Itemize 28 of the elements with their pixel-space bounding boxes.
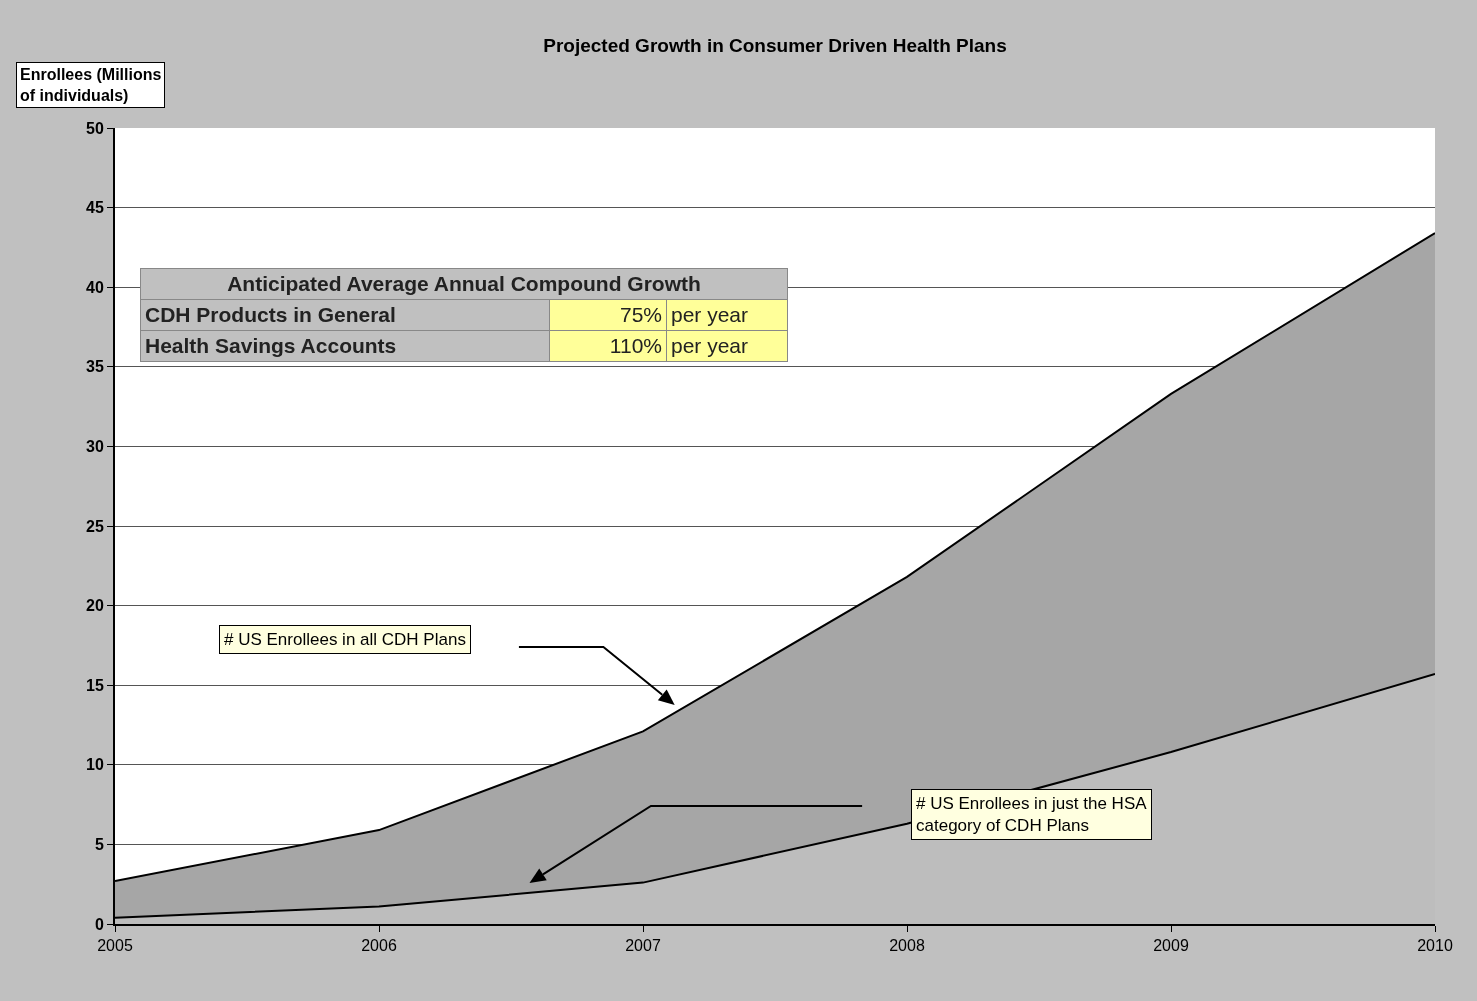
chart-title: Projected Growth in Consumer Driven Health Plans xyxy=(543,34,1007,56)
annotation: Anticipated Average Annual Compound Growth xyxy=(140,268,788,300)
y-tick-label: 50 xyxy=(86,119,104,137)
y-axis-title: Enrollees (Millions of individuals) xyxy=(20,66,162,104)
y-tick-label: 15 xyxy=(86,676,104,694)
y-tick-label: 20 xyxy=(86,597,104,615)
annotation: # US Enrollees in all CDH Plans xyxy=(224,630,466,649)
y-tick-label: 10 xyxy=(86,756,104,774)
annotation: Health Savings Accounts xyxy=(140,330,550,362)
annotation: per year xyxy=(666,330,788,362)
y-tick-label: 45 xyxy=(86,199,104,217)
y-tick-label: 25 xyxy=(86,517,104,535)
x-tick-label: 2006 xyxy=(361,937,397,955)
y-tick-label: 0 xyxy=(94,915,104,933)
x-tick-label: 2005 xyxy=(97,937,133,955)
annotation: # US Enrollees in just the HSA category of CDH Plans xyxy=(916,794,1148,836)
annotation: 110% xyxy=(549,330,667,362)
y-tick-label: 35 xyxy=(86,358,104,376)
annotation: per year xyxy=(666,299,788,331)
x-tick-label: 2010 xyxy=(1417,937,1453,955)
x-tick-label: 2007 xyxy=(625,937,661,955)
x-tick-label: 2009 xyxy=(1153,937,1189,955)
x-tick-label: 2008 xyxy=(889,937,925,955)
y-tick-label: 40 xyxy=(86,278,104,296)
y-tick-label: 30 xyxy=(86,438,104,455)
annotation: CDH Products in General xyxy=(140,299,550,331)
annotation: 75% xyxy=(549,299,667,331)
y-tick-label: 5 xyxy=(94,836,104,853)
